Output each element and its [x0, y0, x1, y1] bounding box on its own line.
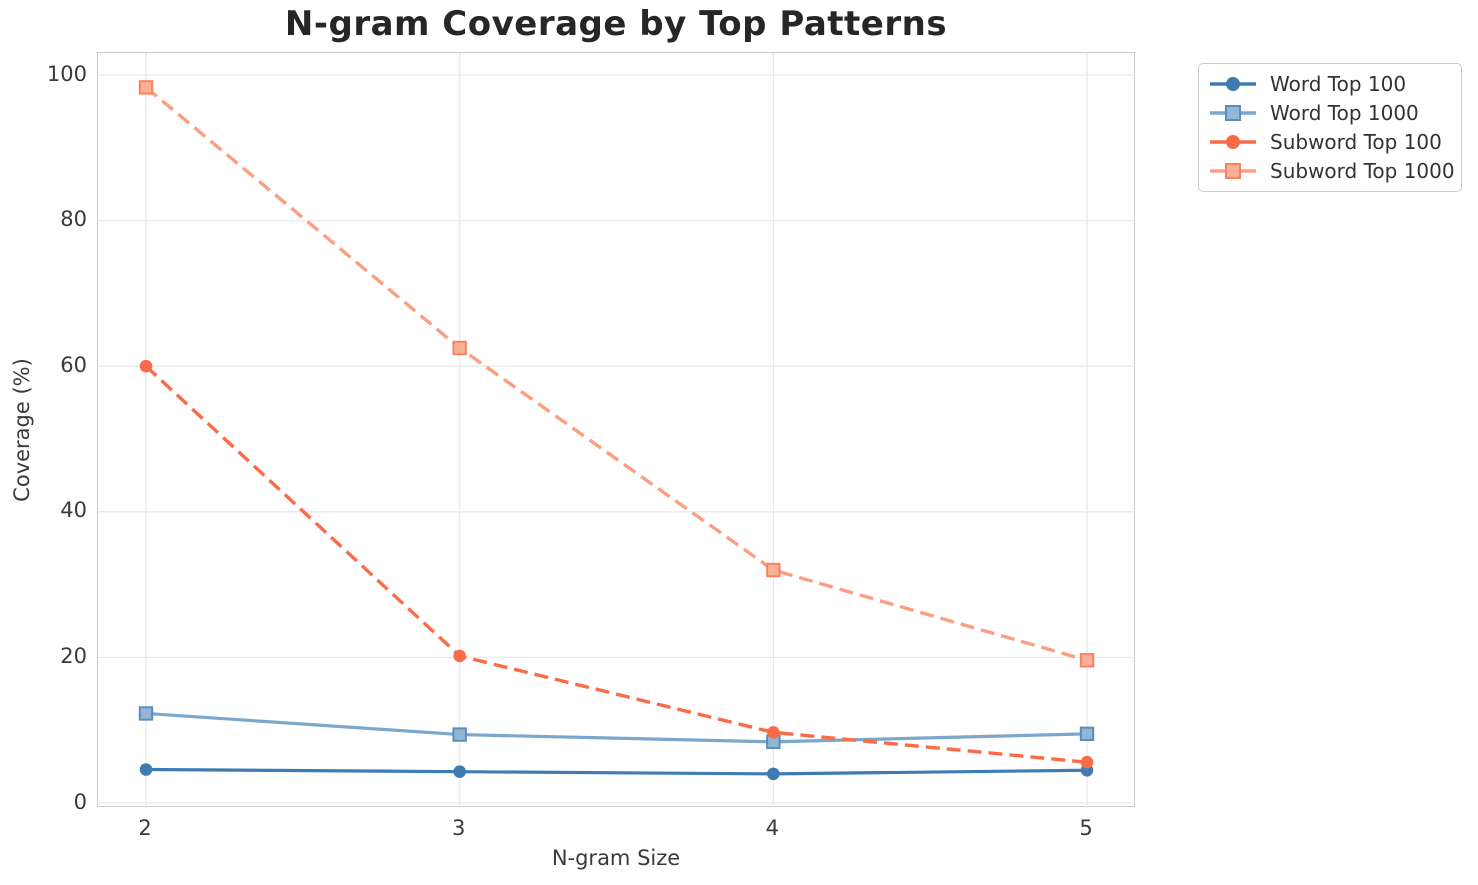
data-point-marker — [766, 562, 781, 578]
legend-item-word-top-1000: Word Top 1000 — [1209, 98, 1451, 127]
x-axis-label: N-gram Size — [551, 846, 681, 870]
data-point-marker — [767, 726, 780, 739]
legend-item-subword-top-100: Subword Top 100 — [1209, 128, 1451, 157]
legend-sample-line — [1210, 135, 1256, 150]
legend-label: Word Top 1000 — [1270, 100, 1419, 125]
series-line-word-top-1000 — [145, 711, 1088, 744]
data-point-marker — [767, 767, 780, 781]
legend-item-subword-top-1000: Subword Top 1000 — [1209, 157, 1455, 186]
data-point-marker — [1079, 653, 1095, 668]
data-point-marker — [138, 706, 154, 721]
x-tick-label: 4 — [765, 816, 780, 840]
data-point-marker — [453, 649, 466, 663]
legend-label: Subword Top 1000 — [1270, 159, 1455, 184]
x-tick-label: 3 — [451, 816, 466, 840]
y-tick-label: 80 — [60, 207, 87, 232]
series-line-subword-top-100 — [144, 364, 1088, 764]
data-point-marker — [453, 765, 466, 778]
y-tick-label: 100 — [46, 61, 87, 86]
legend-sample-line — [1210, 76, 1256, 91]
data-point-marker — [452, 340, 467, 356]
legend-label: Word Top 100 — [1270, 71, 1407, 96]
data-point-marker — [1080, 755, 1094, 769]
series-line-word-top-100 — [145, 767, 1088, 776]
data-point-marker — [138, 80, 154, 95]
plot-area — [97, 52, 1136, 808]
y-tick-label: 40 — [60, 498, 87, 523]
legend-label: Subword Top 100 — [1270, 130, 1442, 155]
x-tick-label: 5 — [1079, 816, 1093, 840]
legend-sample-line — [1210, 163, 1256, 180]
y-tick-label: 20 — [60, 643, 87, 668]
series-line-subword-top-1000 — [144, 86, 1088, 662]
y-tick-label: 60 — [60, 352, 87, 377]
legend: Word Top 100 Word Top 1000 Subword Top 100… — [1198, 63, 1462, 192]
y-axis-label: Coverage (%) — [10, 358, 34, 502]
data-point-marker — [139, 763, 153, 776]
chart-canvas — [98, 53, 1136, 808]
data-point-marker — [1079, 726, 1095, 742]
x-tick-label: 2 — [138, 816, 152, 840]
data-point-marker — [452, 727, 467, 742]
y-tick-label: 0 — [73, 789, 87, 814]
data-point-marker — [139, 359, 153, 373]
legend-item-word-top-100: Word Top 100 — [1209, 69, 1451, 98]
legend-sample-line — [1210, 104, 1256, 121]
chart-title: N-gram Coverage by Top Patterns — [284, 4, 948, 44]
